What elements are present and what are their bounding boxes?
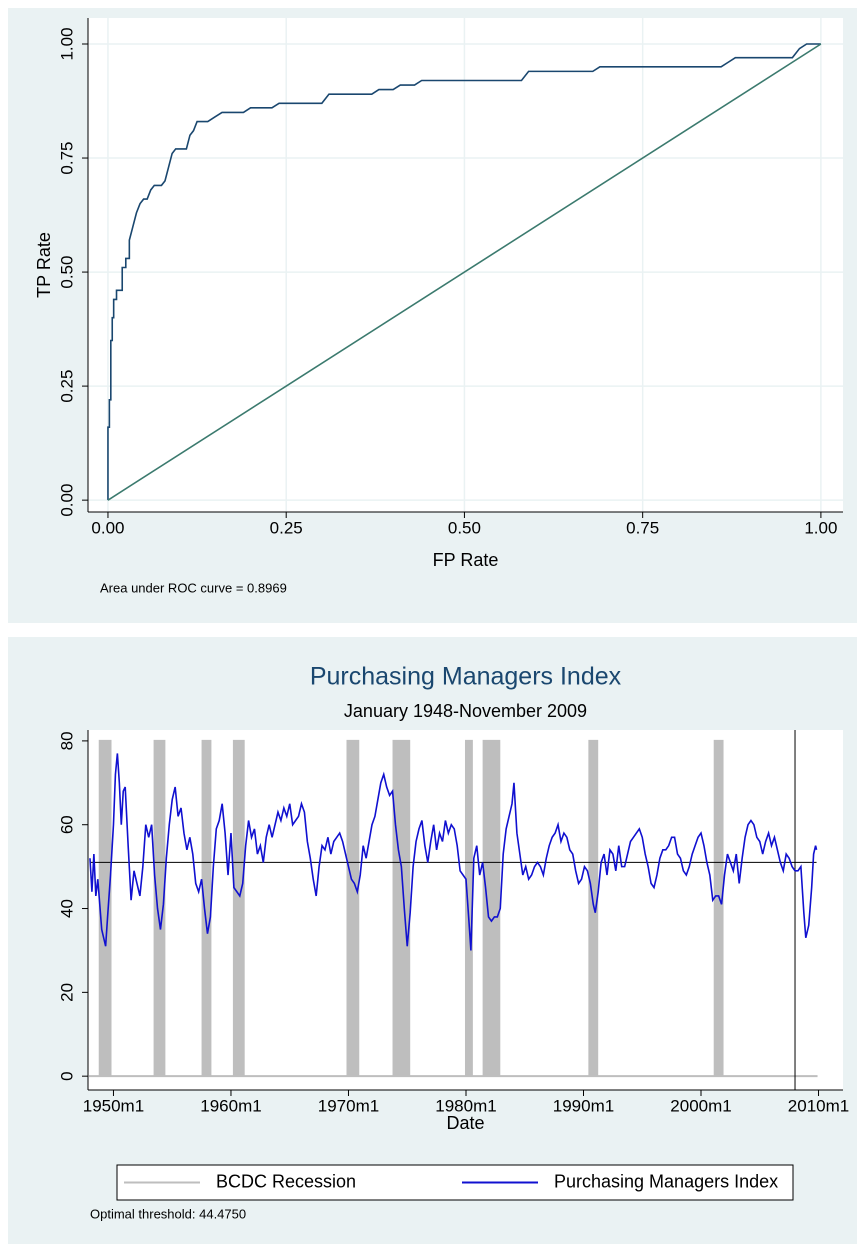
y-tick-label: 80 [57, 731, 76, 750]
y-tick-label: 0.25 [57, 370, 76, 403]
x-tick-label: 1960m1 [200, 1096, 261, 1115]
y-axis-title: TP Rate [34, 232, 54, 298]
y-tick-label: 1.00 [57, 27, 76, 60]
legend-label: Purchasing Managers Index [554, 1171, 778, 1191]
chart-subtitle: January 1948-November 2009 [344, 701, 587, 721]
x-tick-label: 0.75 [626, 518, 659, 537]
y-tick-label: 0.50 [57, 256, 76, 289]
line [107, 43, 822, 501]
line [107, 43, 821, 501]
x-tick-label: 1980m1 [435, 1096, 496, 1115]
y-tick-label: 0.75 [57, 141, 76, 174]
y-tick-label: 20 [57, 983, 76, 1002]
note: Area under ROC curve = 0.8969 [100, 580, 287, 595]
x-axis-title: FP Rate [433, 550, 499, 570]
area [89, 739, 817, 1078]
note: Optimal threshold: 44.4750 [90, 1206, 246, 1221]
x-tick-label: 1.00 [804, 518, 837, 537]
x-tick-label: 1970m1 [318, 1096, 379, 1115]
x-tick-label: 2010m1 [788, 1096, 849, 1115]
legend-box [116, 1164, 794, 1201]
chart-title: Purchasing Managers Index [310, 663, 622, 691]
x-tick-label: 1950m1 [83, 1096, 144, 1115]
x-tick-label: 0.00 [91, 518, 124, 537]
x-axis-title: Date [446, 1113, 484, 1133]
y-tick-label: 0 [57, 1071, 76, 1080]
y-tick-label: 40 [57, 899, 76, 918]
x-tick-label: 1990m1 [553, 1096, 614, 1115]
x-tick-label: 0.25 [270, 518, 303, 537]
plot-area [88, 18, 843, 512]
y-tick-label: 60 [57, 815, 76, 834]
x-tick-label: 2000m1 [670, 1096, 731, 1115]
legend-label: BCDC Recession [216, 1171, 356, 1191]
line [89, 753, 818, 951]
x-tick-label: 0.50 [448, 518, 481, 537]
y-tick-label: 0.00 [57, 484, 76, 517]
